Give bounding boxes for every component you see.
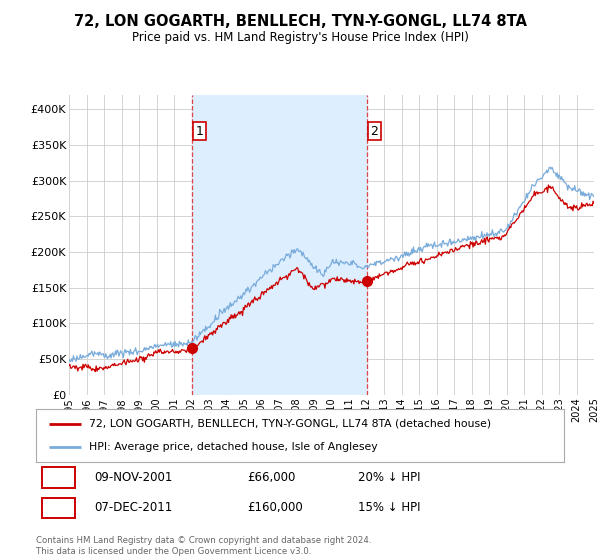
Text: £66,000: £66,000 <box>247 471 296 484</box>
Bar <box>193 122 206 140</box>
Text: 2: 2 <box>55 501 62 515</box>
Text: Contains HM Land Registry data © Crown copyright and database right 2024.
This d: Contains HM Land Registry data © Crown c… <box>36 536 371 556</box>
Text: 20% ↓ HPI: 20% ↓ HPI <box>358 471 421 484</box>
Text: 72, LON GOGARTH, BENLLECH, TYN-Y-GONGL, LL74 8TA: 72, LON GOGARTH, BENLLECH, TYN-Y-GONGL, … <box>74 14 527 29</box>
Text: 1: 1 <box>196 125 203 138</box>
Bar <box>191 95 367 395</box>
Text: 09-NOV-2001: 09-NOV-2001 <box>94 471 172 484</box>
Text: £160,000: £160,000 <box>247 501 303 515</box>
Text: HPI: Average price, detached house, Isle of Anglesey: HPI: Average price, detached house, Isle… <box>89 442 377 452</box>
FancyBboxPatch shape <box>43 498 75 518</box>
Text: 1: 1 <box>55 471 62 484</box>
Bar <box>368 122 380 140</box>
FancyBboxPatch shape <box>43 468 75 488</box>
Text: 15% ↓ HPI: 15% ↓ HPI <box>358 501 421 515</box>
Text: 72, LON GOGARTH, BENLLECH, TYN-Y-GONGL, LL74 8TA (detached house): 72, LON GOGARTH, BENLLECH, TYN-Y-GONGL, … <box>89 419 491 429</box>
Text: Price paid vs. HM Land Registry's House Price Index (HPI): Price paid vs. HM Land Registry's House … <box>131 31 469 44</box>
Text: 2: 2 <box>370 125 379 138</box>
Text: 07-DEC-2011: 07-DEC-2011 <box>94 501 172 515</box>
